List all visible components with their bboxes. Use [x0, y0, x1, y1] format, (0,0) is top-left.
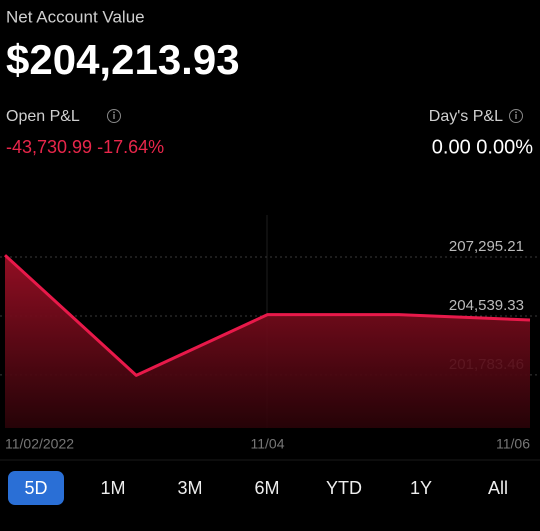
x-tick-label: 11/04: [251, 436, 285, 452]
y-tick-label: 207,295.21: [449, 238, 524, 255]
day-pl-label: Day's P&L: [429, 108, 503, 125]
period-button[interactable]: 6M: [254, 478, 279, 498]
x-tick-label: 11/06: [496, 436, 530, 452]
period-selector: 5D 1M 3M 6M YTD 1Y All: [8, 471, 508, 505]
area: [5, 255, 530, 428]
period-button[interactable]: 1Y: [410, 478, 432, 498]
y-tick-label: 204,539.33: [449, 297, 524, 314]
open-pl-label: Open P&L: [6, 108, 80, 125]
chart: 201,783.46204,539.33207,295.2111/02/2022…: [0, 238, 540, 452]
line: [3, 254, 531, 377]
period-active-bg: [8, 471, 64, 505]
period-button[interactable]: All: [488, 478, 508, 498]
period-button[interactable]: 5D: [24, 478, 47, 498]
x-tick-label: 11/02/2022: [5, 436, 74, 452]
day-pl-value: 0.00 0.00%: [432, 136, 533, 158]
account-label: Net Account Value: [6, 7, 145, 26]
open-pl-value: -43,730.99 -17.64%: [6, 137, 164, 157]
period-button[interactable]: YTD: [326, 478, 362, 498]
info-icon[interactable]: [107, 109, 121, 123]
account-value: $204,213.93: [6, 36, 240, 83]
period-button[interactable]: 1M: [100, 478, 125, 498]
info-icon[interactable]: [509, 109, 523, 123]
period-button[interactable]: 3M: [177, 478, 202, 498]
